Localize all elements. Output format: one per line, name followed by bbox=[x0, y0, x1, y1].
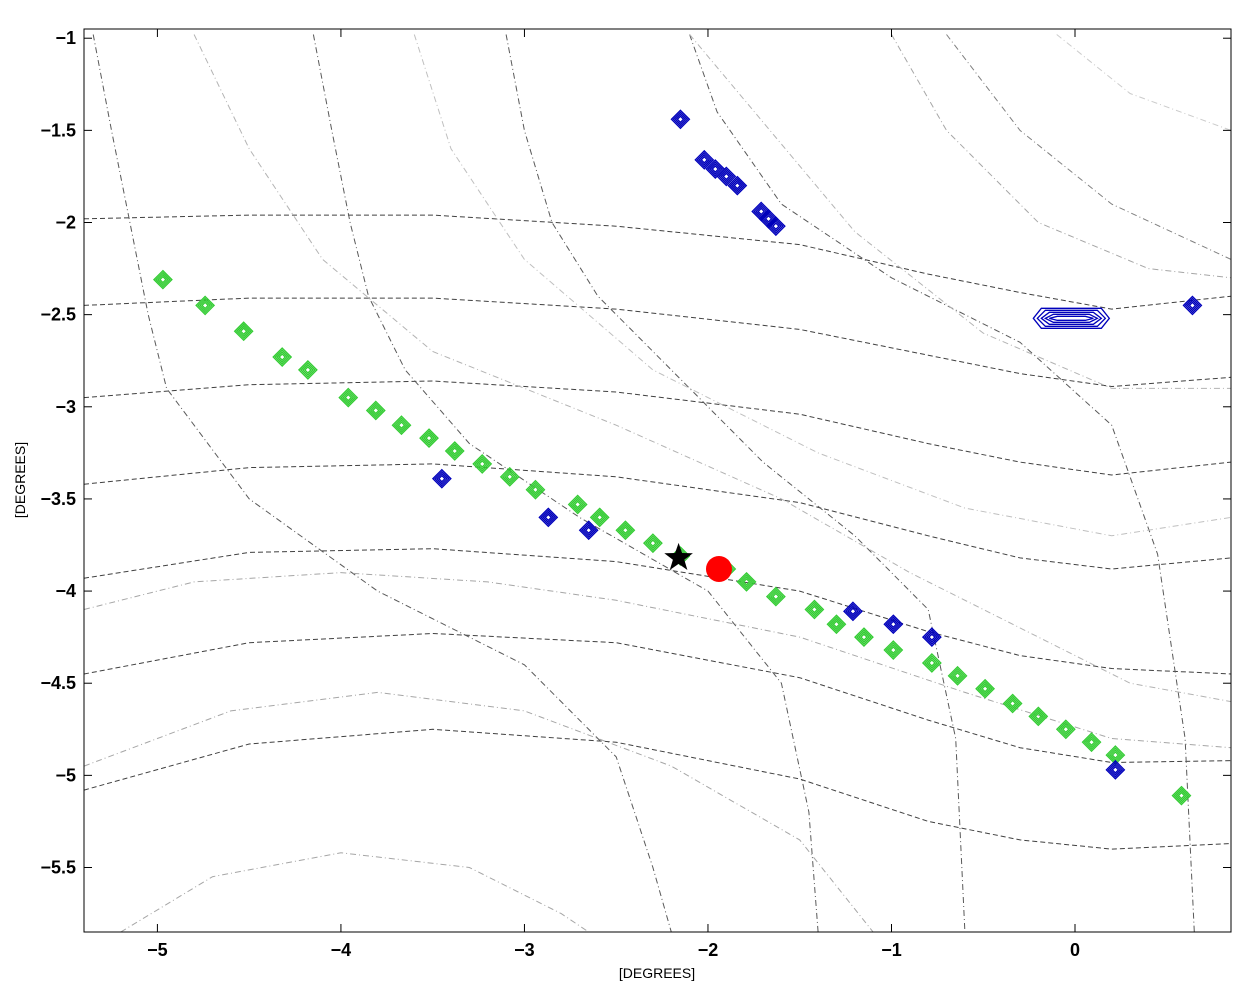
diamond-marker bbox=[921, 653, 942, 673]
diamond-marker bbox=[921, 627, 942, 648]
y-tick-label: −2 bbox=[55, 213, 76, 233]
y-tick-label: −1 bbox=[55, 28, 76, 48]
diamond-marker bbox=[419, 428, 439, 449]
x-tick-label: −5 bbox=[147, 940, 168, 960]
contour-lines bbox=[84, 34, 1231, 932]
diamond-marker bbox=[589, 507, 610, 528]
contour-line bbox=[84, 380, 1231, 476]
diamond-marker bbox=[670, 109, 691, 130]
diamond-marker bbox=[1171, 785, 1192, 806]
diamond-marker bbox=[195, 295, 216, 316]
diamond-marker bbox=[1002, 693, 1023, 714]
diamond-marker bbox=[736, 571, 757, 592]
diamond-marker bbox=[883, 640, 904, 660]
diamond-marker bbox=[538, 507, 559, 528]
contour-line bbox=[84, 297, 1231, 388]
contour-line bbox=[1056, 34, 1231, 131]
diamond-marker bbox=[826, 614, 847, 635]
contour-line bbox=[84, 214, 1231, 310]
y-tick-label: −5 bbox=[55, 765, 76, 785]
diamond-marker bbox=[694, 149, 715, 170]
contour-line bbox=[413, 34, 1231, 537]
diamond-marker bbox=[233, 321, 254, 342]
contour-line bbox=[84, 728, 1231, 850]
diamond-marker bbox=[499, 466, 520, 487]
diamond-marker bbox=[765, 586, 786, 607]
diamond-marker bbox=[975, 678, 996, 699]
diamond-marker bbox=[472, 453, 493, 474]
diamond-marker bbox=[1081, 732, 1102, 753]
diamond-marker bbox=[1028, 706, 1049, 727]
contour-line bbox=[689, 34, 1231, 389]
diamond-marker bbox=[1105, 759, 1126, 780]
diamond-marker bbox=[578, 520, 599, 541]
star-marker bbox=[664, 542, 693, 570]
diamond-marker bbox=[272, 347, 293, 367]
diamond-marker bbox=[365, 400, 386, 421]
hexagon-marker bbox=[1032, 307, 1111, 329]
contour-line bbox=[84, 463, 1231, 570]
diamond-marker bbox=[338, 387, 359, 408]
contour-line bbox=[120, 852, 589, 932]
y-tick-label: −1.5 bbox=[40, 120, 76, 140]
y-tick-label: −5.5 bbox=[40, 858, 76, 878]
diamond-marker bbox=[152, 269, 173, 290]
diamond-marker bbox=[804, 599, 825, 620]
diamond-marker bbox=[716, 166, 737, 187]
x-tick-label: 0 bbox=[1070, 940, 1080, 960]
diamond-marker bbox=[765, 216, 786, 237]
plot-frame bbox=[83, 28, 1232, 933]
axis-ticks: −5 −4 −3 −2 −1 0 −1 −1.5 −2 −2.5 −3 −3.5 −4 −4.5 −5 −5.… bbox=[40, 28, 1231, 960]
diamond-marker bbox=[431, 468, 452, 489]
x-tick-label: −1 bbox=[881, 940, 902, 960]
contour-line bbox=[84, 632, 1231, 764]
y-tick-label: −4.5 bbox=[40, 673, 76, 693]
diamond-marker bbox=[1182, 295, 1203, 316]
diamond-marker bbox=[444, 441, 465, 461]
contour-line bbox=[312, 34, 819, 932]
diamond-marker bbox=[854, 627, 874, 648]
y-tick-label: −2.5 bbox=[40, 305, 76, 325]
contour-line bbox=[84, 548, 1231, 675]
contour-line bbox=[689, 34, 1195, 932]
diamond-marker bbox=[727, 175, 748, 196]
diamond-marker bbox=[642, 533, 663, 554]
diamond-marker bbox=[843, 601, 863, 622]
diamond-marker bbox=[391, 415, 412, 436]
y-tick-label: −3.5 bbox=[40, 489, 76, 509]
diamond-marker bbox=[567, 494, 588, 515]
diamond-marker bbox=[615, 520, 636, 541]
diamond-marker bbox=[1055, 719, 1076, 740]
contour-line bbox=[505, 34, 966, 932]
contour-line bbox=[193, 34, 1231, 703]
contour-line bbox=[92, 34, 672, 932]
diamond-marker bbox=[883, 614, 904, 635]
x-tick-label: −3 bbox=[514, 940, 535, 960]
circle-marker bbox=[705, 555, 732, 582]
contour-line bbox=[84, 691, 874, 932]
diamond-marker bbox=[525, 479, 546, 500]
y-tick-label: −3 bbox=[55, 397, 76, 417]
diamond-marker bbox=[705, 159, 726, 179]
x-tick-label: −2 bbox=[698, 940, 719, 960]
diamond-marker bbox=[297, 360, 318, 380]
data-markers bbox=[152, 109, 1203, 806]
diamond-marker bbox=[947, 665, 968, 686]
x-axis-label: [DEGREES] bbox=[619, 965, 695, 981]
y-axis-label: [DEGREES] bbox=[12, 442, 28, 518]
y-tick-label: −4 bbox=[55, 581, 76, 601]
x-tick-label: −4 bbox=[331, 940, 352, 960]
contour-line bbox=[946, 34, 1231, 260]
